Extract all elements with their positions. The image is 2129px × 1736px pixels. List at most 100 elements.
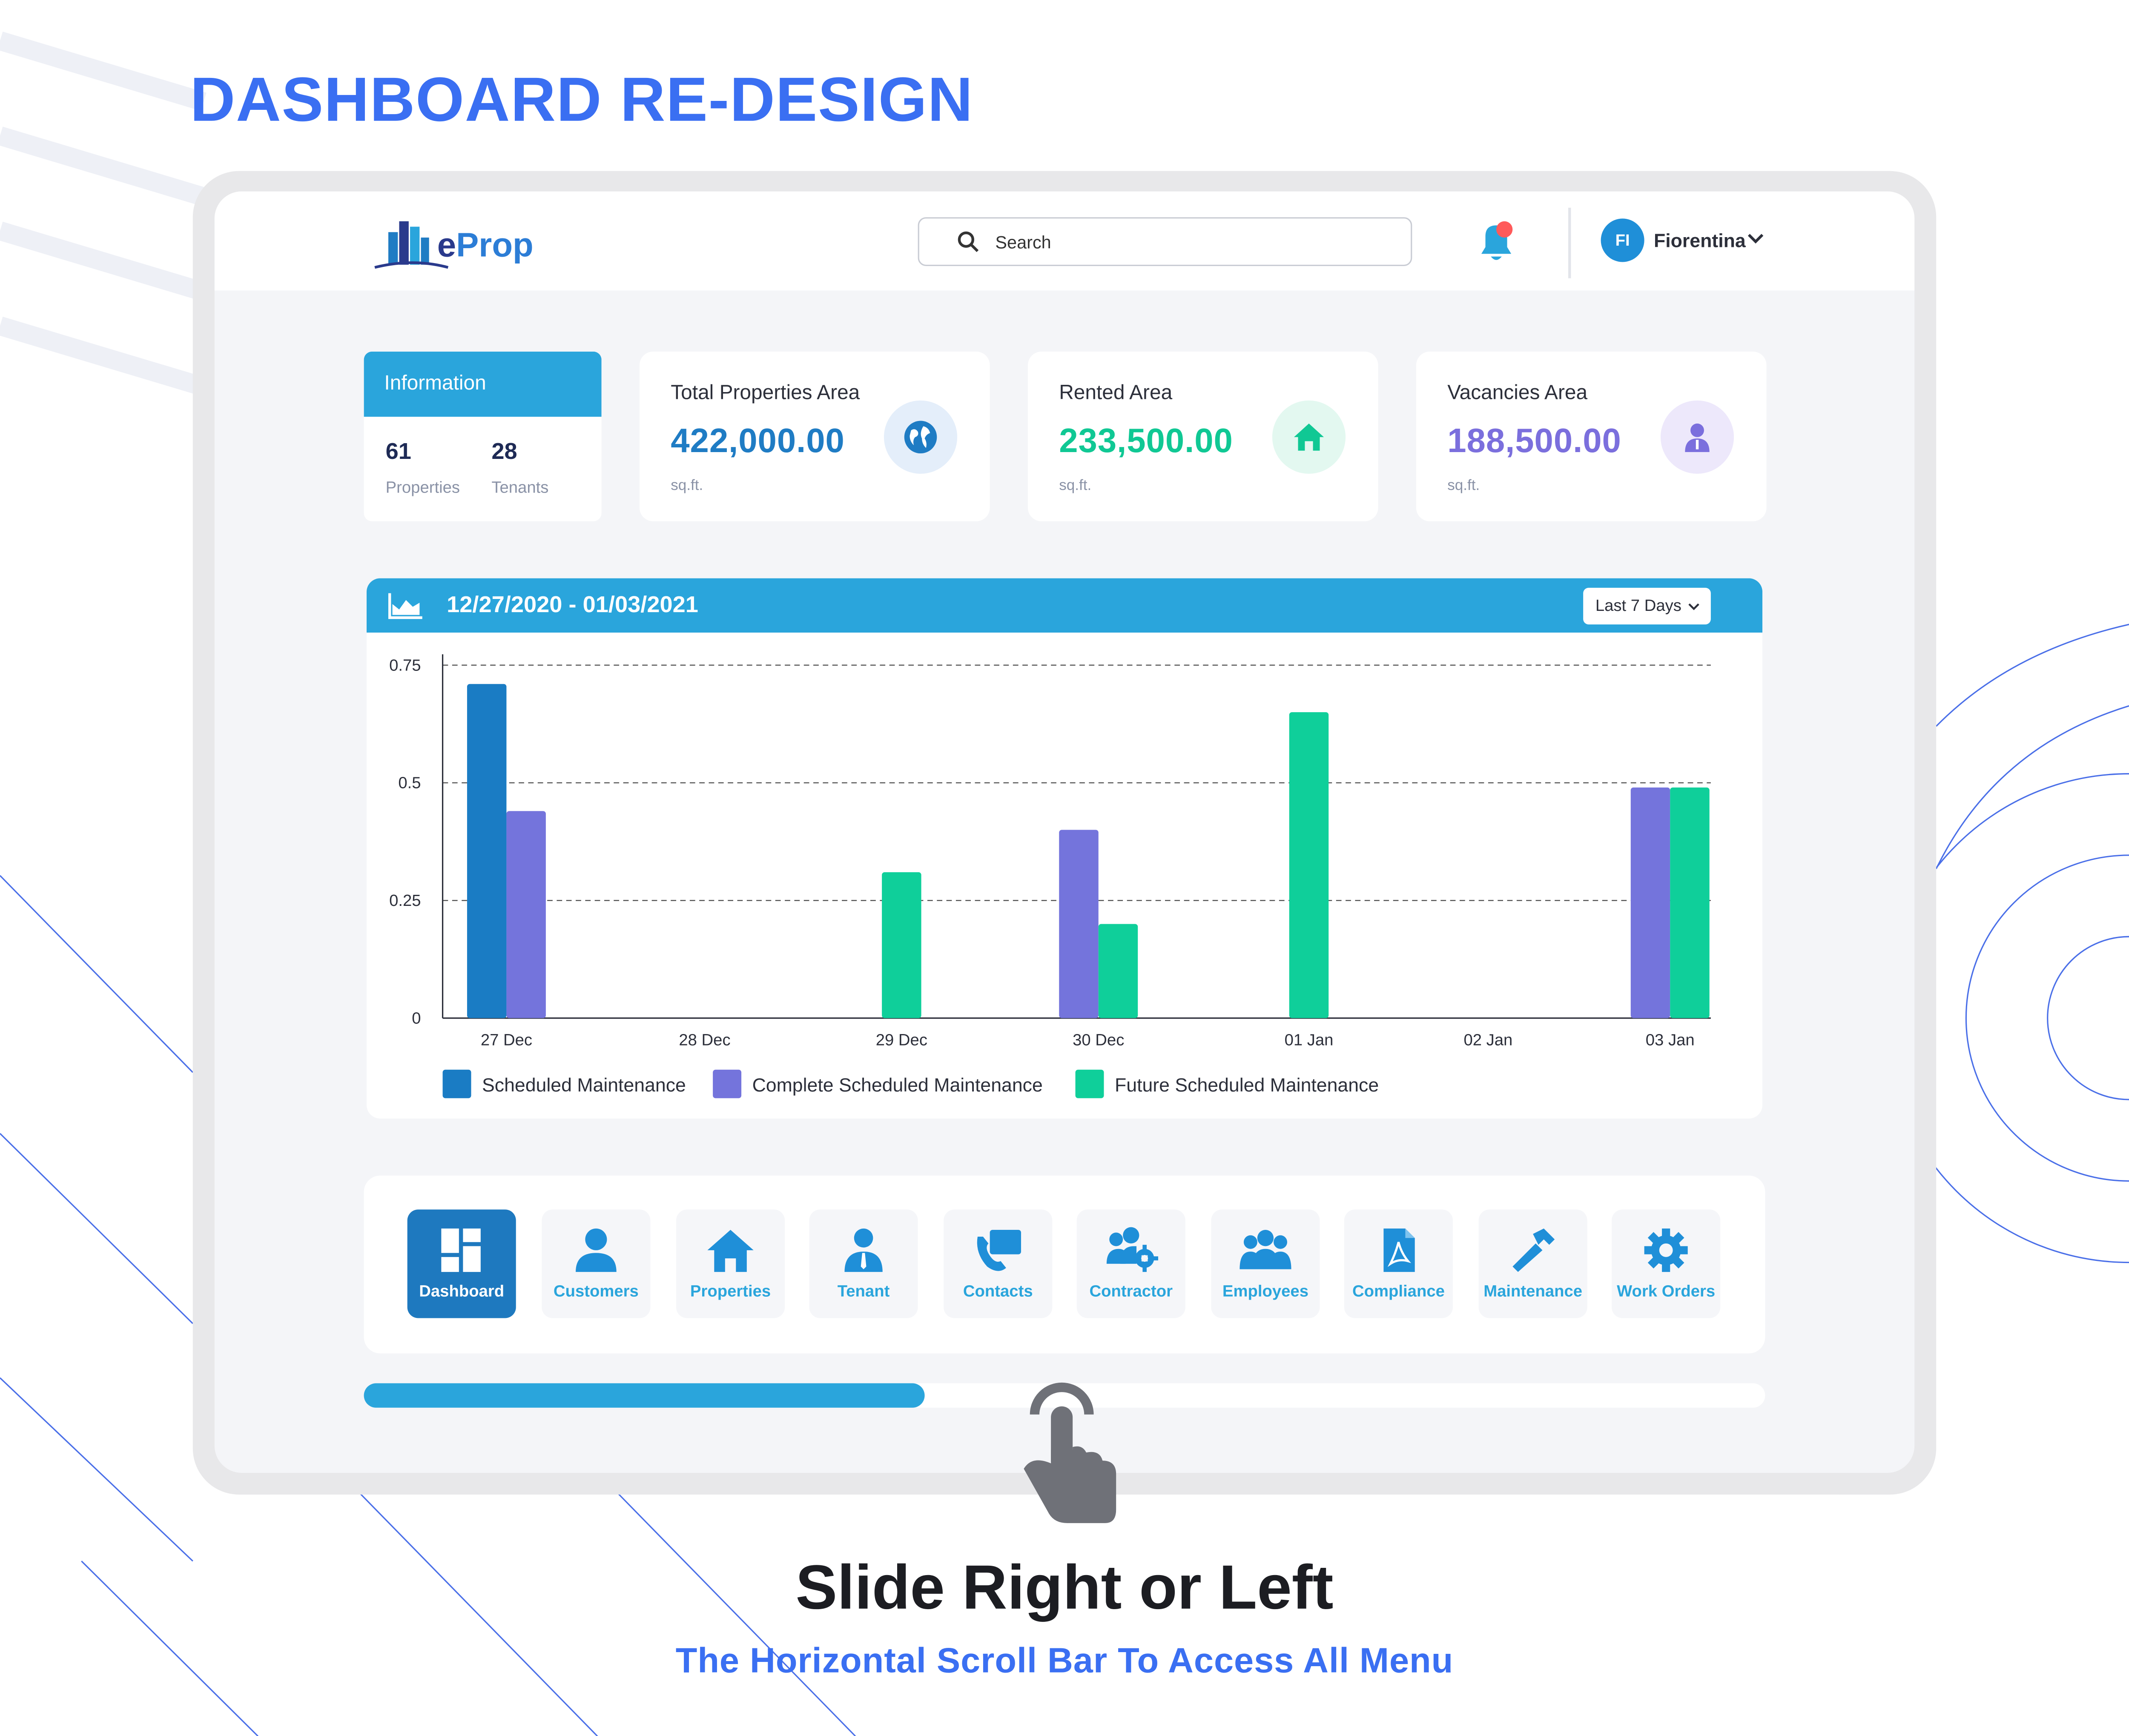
cta-title: Slide Right or Left (795, 1551, 1334, 1622)
stat-title: Total Properties Area (671, 381, 860, 405)
buildings-logo-icon (374, 221, 449, 269)
header-divider (1568, 207, 1571, 278)
menu-item-dashboard[interactable]: Dashboard (407, 1209, 516, 1318)
stat-value: 188,500.00 (1447, 422, 1621, 461)
gear-icon (1644, 1228, 1688, 1272)
menu-label: Dashboard (419, 1281, 505, 1301)
top-bar: eProp FI Fiorentina (214, 191, 1915, 291)
search-input[interactable] (993, 226, 1378, 257)
stat-unit: sq.ft. (1059, 478, 1092, 494)
chart-header: 12/27/2020 - 01/03/2021 Last 7 Days (366, 578, 1763, 633)
properties-count: 61 (385, 438, 411, 464)
search-box[interactable] (918, 217, 1412, 266)
bar-complete-scheduled-maintenance-30-dec (1059, 830, 1099, 1018)
home-icon (1272, 400, 1346, 474)
stat-value: 233,500.00 (1059, 422, 1233, 461)
person-icon (1660, 400, 1734, 474)
stat-value: 422,000.00 (671, 422, 845, 461)
stat-title: Rented Area (1059, 381, 1173, 405)
legend-swatch (713, 1069, 742, 1098)
notification-dot (1496, 221, 1513, 238)
stat-unit: sq.ft. (671, 478, 703, 494)
menu-label: Maintenance (1483, 1281, 1583, 1301)
tenants-label: Tenants (491, 478, 549, 497)
menu-item-employees[interactable]: Employees (1211, 1209, 1320, 1318)
stat-card-vacancies-area: Vacancies Area 188,500.00 sq.ft. (1416, 351, 1767, 521)
menu-label: Contacts (963, 1281, 1033, 1301)
tenants-count: 28 (491, 438, 517, 464)
maintenance-chart-card: 12/27/2020 - 01/03/2021 Last 7 Days 0 0.2… (366, 578, 1763, 1119)
bar-future-scheduled-maintenance-03-jan (1670, 787, 1710, 1018)
x-tick-label: 29 Dec (876, 1031, 927, 1049)
menu-label: Contractor (1089, 1281, 1173, 1301)
chart-date-range: 12/27/2020 - 01/03/2021 (447, 592, 698, 618)
stat-title: Vacancies Area (1447, 381, 1588, 405)
globe-icon (884, 400, 958, 474)
home-icon (707, 1230, 754, 1272)
chevron-down-icon[interactable] (1746, 232, 1765, 246)
bar-future-scheduled-maintenance-30-dec (1098, 924, 1138, 1018)
menu-item-maintenance[interactable]: Maintenance (1478, 1209, 1587, 1318)
scrollbar-thumb[interactable] (364, 1383, 924, 1408)
area-chart-icon (388, 593, 422, 619)
bar-future-scheduled-maintenance-29-dec (882, 872, 921, 1018)
menu-item-contractor[interactable]: Contractor (1076, 1209, 1185, 1318)
dashboard-icon (441, 1228, 481, 1272)
menu-label: Compliance (1352, 1281, 1445, 1301)
user-name[interactable]: Fiorentina (1653, 229, 1746, 251)
menu-item-contacts[interactable]: Contacts (944, 1209, 1053, 1318)
menu-item-tenant[interactable]: Tenant (809, 1209, 918, 1318)
pdf-document-icon (1383, 1228, 1415, 1272)
menu-item-properties[interactable]: Properties (676, 1209, 785, 1318)
pointing-hand-icon (1024, 1382, 1116, 1523)
menu-item-work-orders[interactable]: Work Orders (1612, 1209, 1721, 1318)
date-range-label: Last 7 Days (1595, 596, 1681, 615)
stat-unit: sq.ft. (1447, 478, 1480, 494)
menu-item-compliance[interactable]: Compliance (1344, 1209, 1453, 1318)
brand-prefix: e (437, 226, 456, 265)
stat-card-rented-area: Rented Area 233,500.00 sq.ft. (1027, 351, 1378, 521)
tenant-icon (844, 1228, 883, 1272)
x-tick-label: 27 Dec (481, 1031, 532, 1049)
bar-complete-scheduled-maintenance-03-jan (1630, 787, 1670, 1018)
information-card: Information 61 Properties 28 Tenants (364, 351, 602, 521)
menu-label: Properties (690, 1281, 771, 1301)
legend-label: Complete Scheduled Maintenance (752, 1075, 1043, 1096)
legend-swatch (442, 1069, 471, 1098)
legend-swatch (1075, 1069, 1104, 1098)
legend-label: Future Scheduled Maintenance (1115, 1075, 1379, 1096)
employees-icon (1240, 1230, 1291, 1269)
bar-future-scheduled-maintenance-01-jan (1289, 712, 1329, 1018)
x-tick-label: 28 Dec (679, 1031, 730, 1049)
y-tick-label: 0.5 (398, 774, 421, 792)
person-icon (576, 1228, 617, 1272)
menu-label: Tenant (837, 1281, 890, 1301)
properties-label: Properties (385, 478, 460, 497)
menu-label: Employees (1222, 1281, 1309, 1301)
x-tick-label: 30 Dec (1073, 1031, 1124, 1049)
brand-name[interactable]: eProp (437, 227, 534, 266)
bell-icon[interactable] (1473, 218, 1519, 267)
x-tick-label: 02 Jan (1464, 1031, 1513, 1049)
chevron-down-icon (1688, 603, 1699, 610)
y-tick-label: 0.25 (389, 891, 421, 910)
bottom-menu: Dashboard Customers Properties Tenan (364, 1175, 1765, 1354)
bar-scheduled-maintenance-27-dec (467, 684, 507, 1018)
menu-item-customers[interactable]: Customers (542, 1209, 651, 1318)
menu-label: Customers (553, 1281, 639, 1301)
contractor-icon (1106, 1227, 1159, 1272)
contacts-icon (977, 1230, 1021, 1271)
legend-label: Scheduled Maintenance (482, 1075, 686, 1096)
search-icon (958, 231, 979, 252)
bar-chart: 0 0.25 0.5 0.75 27 Dec 28 Dec 29 Dec 30 Dec 01 J… (389, 654, 1711, 1098)
avatar[interactable]: FI (1601, 218, 1644, 262)
menu-label: Work Orders (1617, 1281, 1716, 1301)
app-screen: eProp FI Fiorentina Information (214, 191, 1915, 1473)
date-range-dropdown[interactable]: Last 7 Days (1583, 587, 1711, 625)
x-tick-label: 03 Jan (1646, 1031, 1695, 1049)
hammer-icon (1512, 1228, 1555, 1272)
y-tick-label: 0 (412, 1009, 421, 1027)
information-title: Information (364, 351, 602, 417)
x-tick-label: 01 Jan (1285, 1031, 1334, 1049)
